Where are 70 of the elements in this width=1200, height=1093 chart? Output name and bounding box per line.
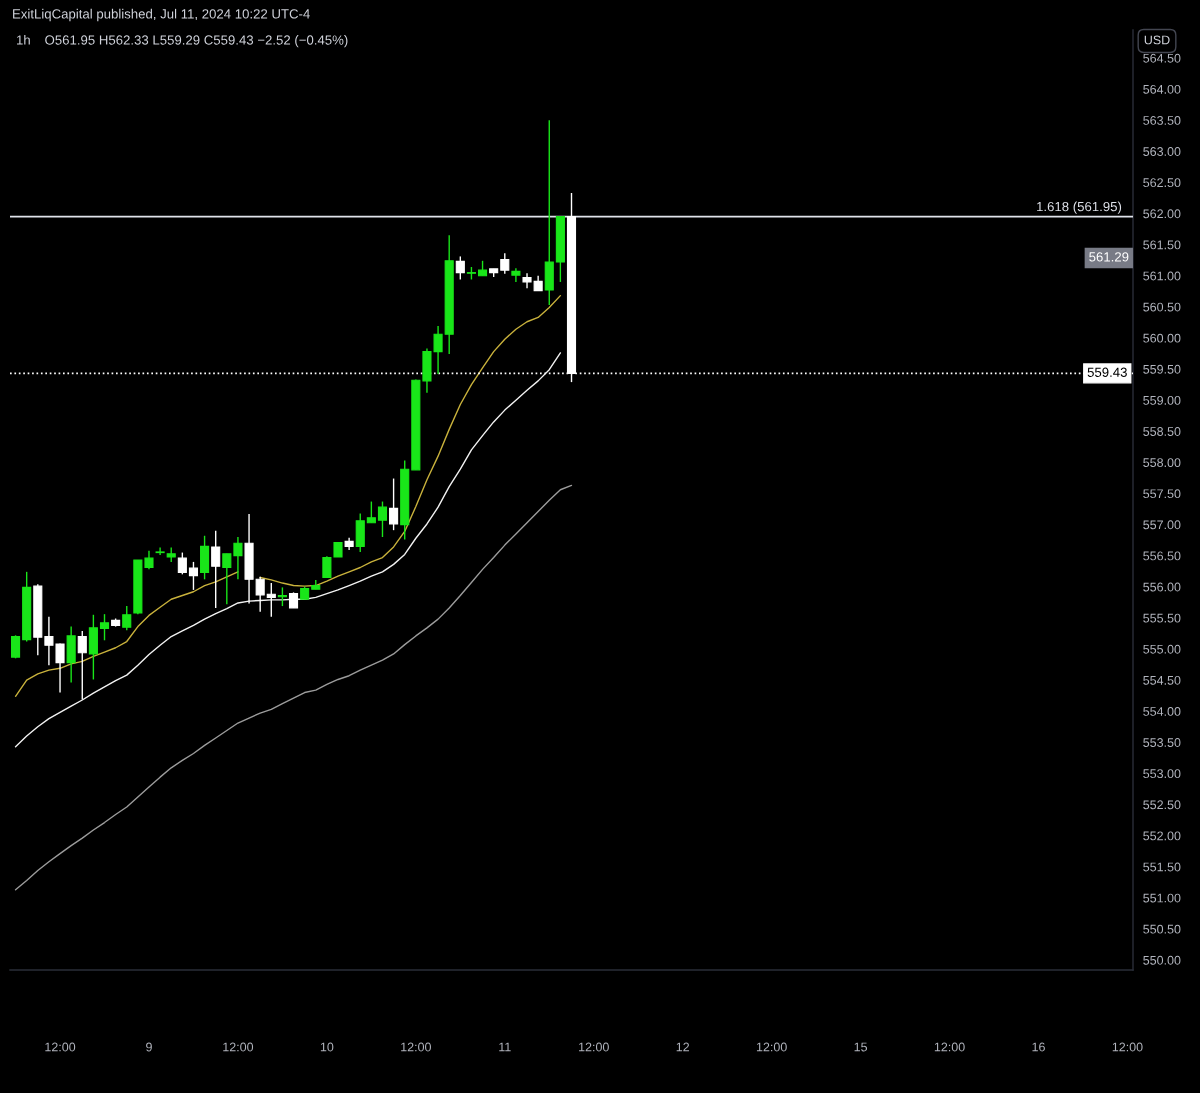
x-tick-label: 16 bbox=[1032, 1042, 1045, 1052]
y-tick-label: 551.50 bbox=[1143, 862, 1181, 872]
candlestick bbox=[389, 477, 399, 531]
x-tick-label: 12:00 bbox=[934, 1042, 965, 1052]
x-tick-label: 10 bbox=[320, 1042, 334, 1052]
y-tick-label: 554.00 bbox=[1143, 707, 1181, 716]
candlestick bbox=[455, 255, 465, 281]
y-tick-label: 563.50 bbox=[1143, 116, 1181, 125]
annotation: 561.29 bbox=[1089, 252, 1129, 262]
candlestick bbox=[122, 605, 132, 632]
y-tick-label: 563.00 bbox=[1143, 147, 1181, 156]
chart-subtitle: O561.95 H562.33 L559.29 C559.43 −2.52 (−0.45%) bbox=[45, 35, 348, 48]
candlestick bbox=[211, 530, 221, 609]
y-tick-label: 552.50 bbox=[1143, 800, 1181, 810]
candlestick bbox=[99, 613, 110, 641]
candlestick bbox=[511, 267, 521, 283]
candlestick bbox=[222, 553, 232, 605]
y-tick-label: 559.50 bbox=[1143, 364, 1181, 374]
y-tick-label: 550.00 bbox=[1143, 955, 1181, 965]
y-tick-label: 553.50 bbox=[1143, 738, 1181, 747]
y-tick-label: 553.00 bbox=[1143, 769, 1181, 779]
candlestick bbox=[188, 561, 199, 591]
candlestick bbox=[155, 546, 165, 556]
y-tick-label: 560.50 bbox=[1143, 302, 1181, 312]
x-tick-label: 12:00 bbox=[579, 1042, 609, 1052]
x-tick-label: 12:00 bbox=[45, 1042, 76, 1052]
candlestick bbox=[277, 586, 287, 607]
x-tick-label: 12:00 bbox=[1112, 1042, 1143, 1052]
candlestick bbox=[233, 536, 243, 581]
x-tick-label: 11 bbox=[499, 1042, 511, 1052]
y-tick-label: 564.50 bbox=[1143, 53, 1181, 63]
x-tick-label: 12:00 bbox=[756, 1042, 787, 1052]
candlestick bbox=[255, 576, 265, 613]
x-tick-label: 9 bbox=[146, 1042, 152, 1052]
x-tick-label: 15 bbox=[854, 1042, 868, 1052]
y-tick-label: 555.00 bbox=[1143, 644, 1181, 654]
y-tick-label: 557.50 bbox=[1143, 489, 1181, 499]
y-tick-label: 560.00 bbox=[1143, 333, 1181, 343]
y-tick-label: 555.50 bbox=[1143, 613, 1181, 623]
y-tick-label: 557.00 bbox=[1143, 520, 1181, 530]
text: ExitLiqCapital published, Jul 11, 2024 10:22 UTC-4 bbox=[13, 8, 310, 22]
y-tick-label: 564.00 bbox=[1143, 84, 1181, 94]
y-tick-label: 558.00 bbox=[1143, 458, 1181, 468]
x-tick-label: 12:00 bbox=[401, 1042, 431, 1052]
candlestick bbox=[77, 630, 87, 701]
x-tick-label: 12:00 bbox=[223, 1042, 254, 1052]
chart-title: 1h bbox=[17, 35, 30, 45]
line-series bbox=[14, 352, 562, 748]
candlestick bbox=[377, 500, 388, 538]
ref-line-label: 559.43 bbox=[1087, 367, 1127, 377]
y-tick-label: 552.00 bbox=[1143, 831, 1181, 841]
y-axis-title: USD bbox=[1144, 35, 1170, 45]
candlestick bbox=[366, 500, 376, 524]
x-tick-label: 12 bbox=[676, 1042, 690, 1052]
y-tick-label: 562.50 bbox=[1143, 178, 1181, 188]
y-tick-label: 554.50 bbox=[1143, 675, 1181, 685]
candlestick bbox=[177, 551, 187, 576]
candlestick bbox=[500, 252, 510, 275]
candlestick bbox=[266, 582, 276, 618]
ref-line-label: 1.618 (561.95) bbox=[1037, 201, 1122, 214]
y-tick-label: 556.00 bbox=[1143, 582, 1181, 592]
y-tick-label: 561.50 bbox=[1143, 240, 1181, 250]
y-tick-label: 558.50 bbox=[1143, 427, 1181, 436]
y-tick-label: 562.00 bbox=[1143, 209, 1181, 219]
y-tick-label: 550.50 bbox=[1143, 924, 1181, 934]
y-tick-label: 551.00 bbox=[1143, 893, 1181, 903]
y-tick-label: 559.00 bbox=[1143, 395, 1181, 405]
y-tick-label: 561.00 bbox=[1143, 271, 1181, 281]
line-series bbox=[14, 484, 573, 891]
y-tick-label: 556.50 bbox=[1143, 551, 1181, 561]
